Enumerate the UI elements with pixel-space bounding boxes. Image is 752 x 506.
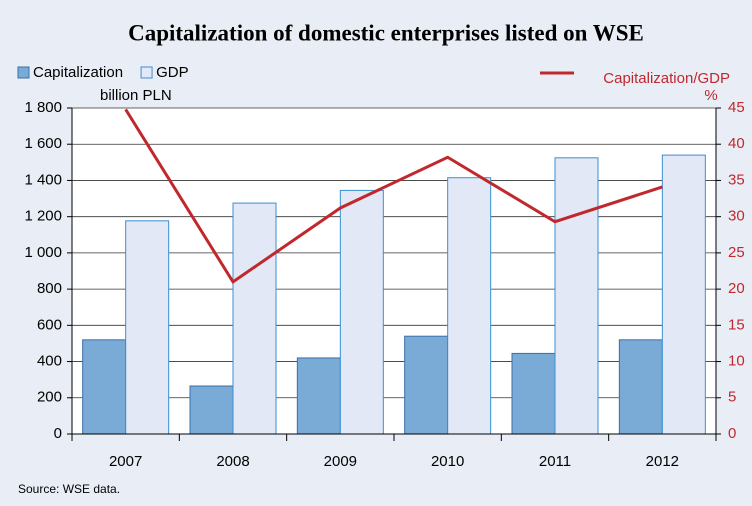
chart-title: Capitalization of domestic enterprises l… <box>128 20 644 45</box>
y2-tick-label: 35 <box>728 171 745 188</box>
bar <box>661 154 706 435</box>
bar <box>511 352 556 435</box>
y-tick-label: 600 <box>37 316 62 333</box>
y2-tick-label: 45 <box>728 99 745 116</box>
y2-tick-label: 40 <box>728 135 745 152</box>
bar <box>82 339 127 435</box>
x-tick-label: 2012 <box>646 453 679 470</box>
y2-tick-label: 5 <box>728 389 736 406</box>
x-tick-label: 2009 <box>324 453 357 470</box>
bar <box>125 220 170 435</box>
x-tick-label: 2008 <box>216 453 249 470</box>
bar <box>404 335 449 435</box>
y-tick-label: 1 400 <box>24 171 62 188</box>
x-tick-label: 2007 <box>109 453 142 470</box>
bar <box>296 357 341 435</box>
x-tick-label: 2010 <box>431 453 464 470</box>
x-tick-label: 2011 <box>539 453 571 470</box>
y2-tick-label: 25 <box>728 244 745 261</box>
y-tick-label: 1 000 <box>24 244 62 261</box>
plot-area <box>72 108 716 434</box>
y-tick-label: 1 800 <box>24 99 62 116</box>
y-tick-label: 200 <box>37 389 62 406</box>
y-tick-label: 1 600 <box>24 135 62 152</box>
y2-tick-label: 15 <box>728 316 745 333</box>
y2-tick-label: 0 <box>728 425 736 442</box>
y-tick-label: 800 <box>37 280 62 297</box>
y2-tick-label: 30 <box>728 208 745 225</box>
bar <box>554 157 599 435</box>
line <box>124 108 663 284</box>
bar <box>339 189 384 435</box>
legend-swatch <box>17 66 30 79</box>
bar <box>618 339 663 435</box>
y-tick-label: 400 <box>37 353 62 370</box>
y-tick-label: 0 <box>54 425 62 442</box>
legend-label: Capitalization/GDP <box>603 70 730 87</box>
legend-label: Capitalization <box>33 64 123 81</box>
legend-label: GDP <box>156 64 189 81</box>
y-axis-label: billion PLN <box>100 87 172 104</box>
legend-swatch <box>140 66 153 79</box>
y2-tick-label: 20 <box>728 280 745 297</box>
bar <box>232 202 277 435</box>
bar <box>189 385 234 435</box>
y2-tick-label: 10 <box>728 353 745 370</box>
bar <box>447 177 492 435</box>
y-tick-label: 1 200 <box>24 208 62 225</box>
y2-axis-label: % <box>704 87 717 104</box>
source: Source: WSE data. <box>18 482 120 496</box>
